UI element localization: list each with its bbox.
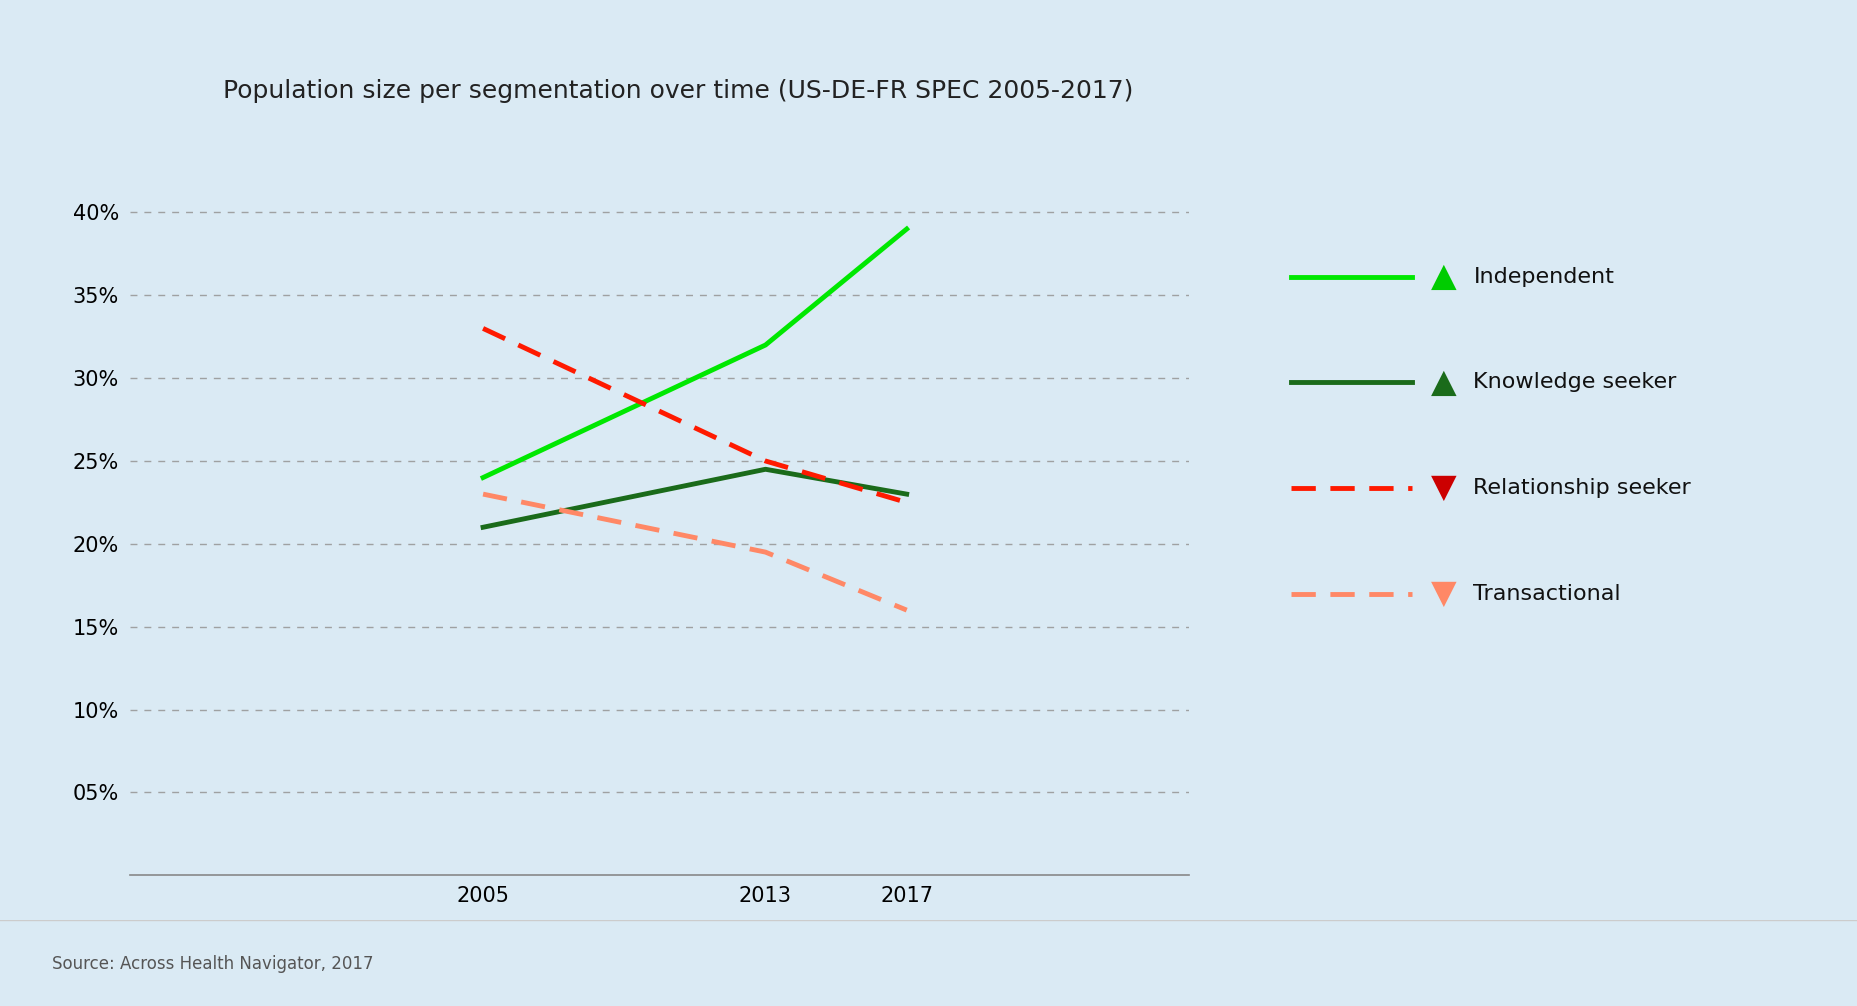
Text: ▲: ▲ bbox=[1430, 366, 1456, 398]
Text: Relationship seeker: Relationship seeker bbox=[1473, 478, 1690, 498]
Text: ▲: ▲ bbox=[1430, 261, 1456, 293]
Text: ▼: ▼ bbox=[1430, 472, 1456, 504]
Text: ▼: ▼ bbox=[1430, 577, 1456, 610]
Text: Independent: Independent bbox=[1473, 267, 1614, 287]
Text: Source: Across Health Navigator, 2017: Source: Across Health Navigator, 2017 bbox=[52, 955, 373, 973]
Text: Population size per segmentation over time (US-DE-FR SPEC 2005-2017): Population size per segmentation over ti… bbox=[223, 78, 1133, 103]
Text: Knowledge seeker: Knowledge seeker bbox=[1473, 372, 1675, 392]
Text: Transactional: Transactional bbox=[1473, 583, 1619, 604]
